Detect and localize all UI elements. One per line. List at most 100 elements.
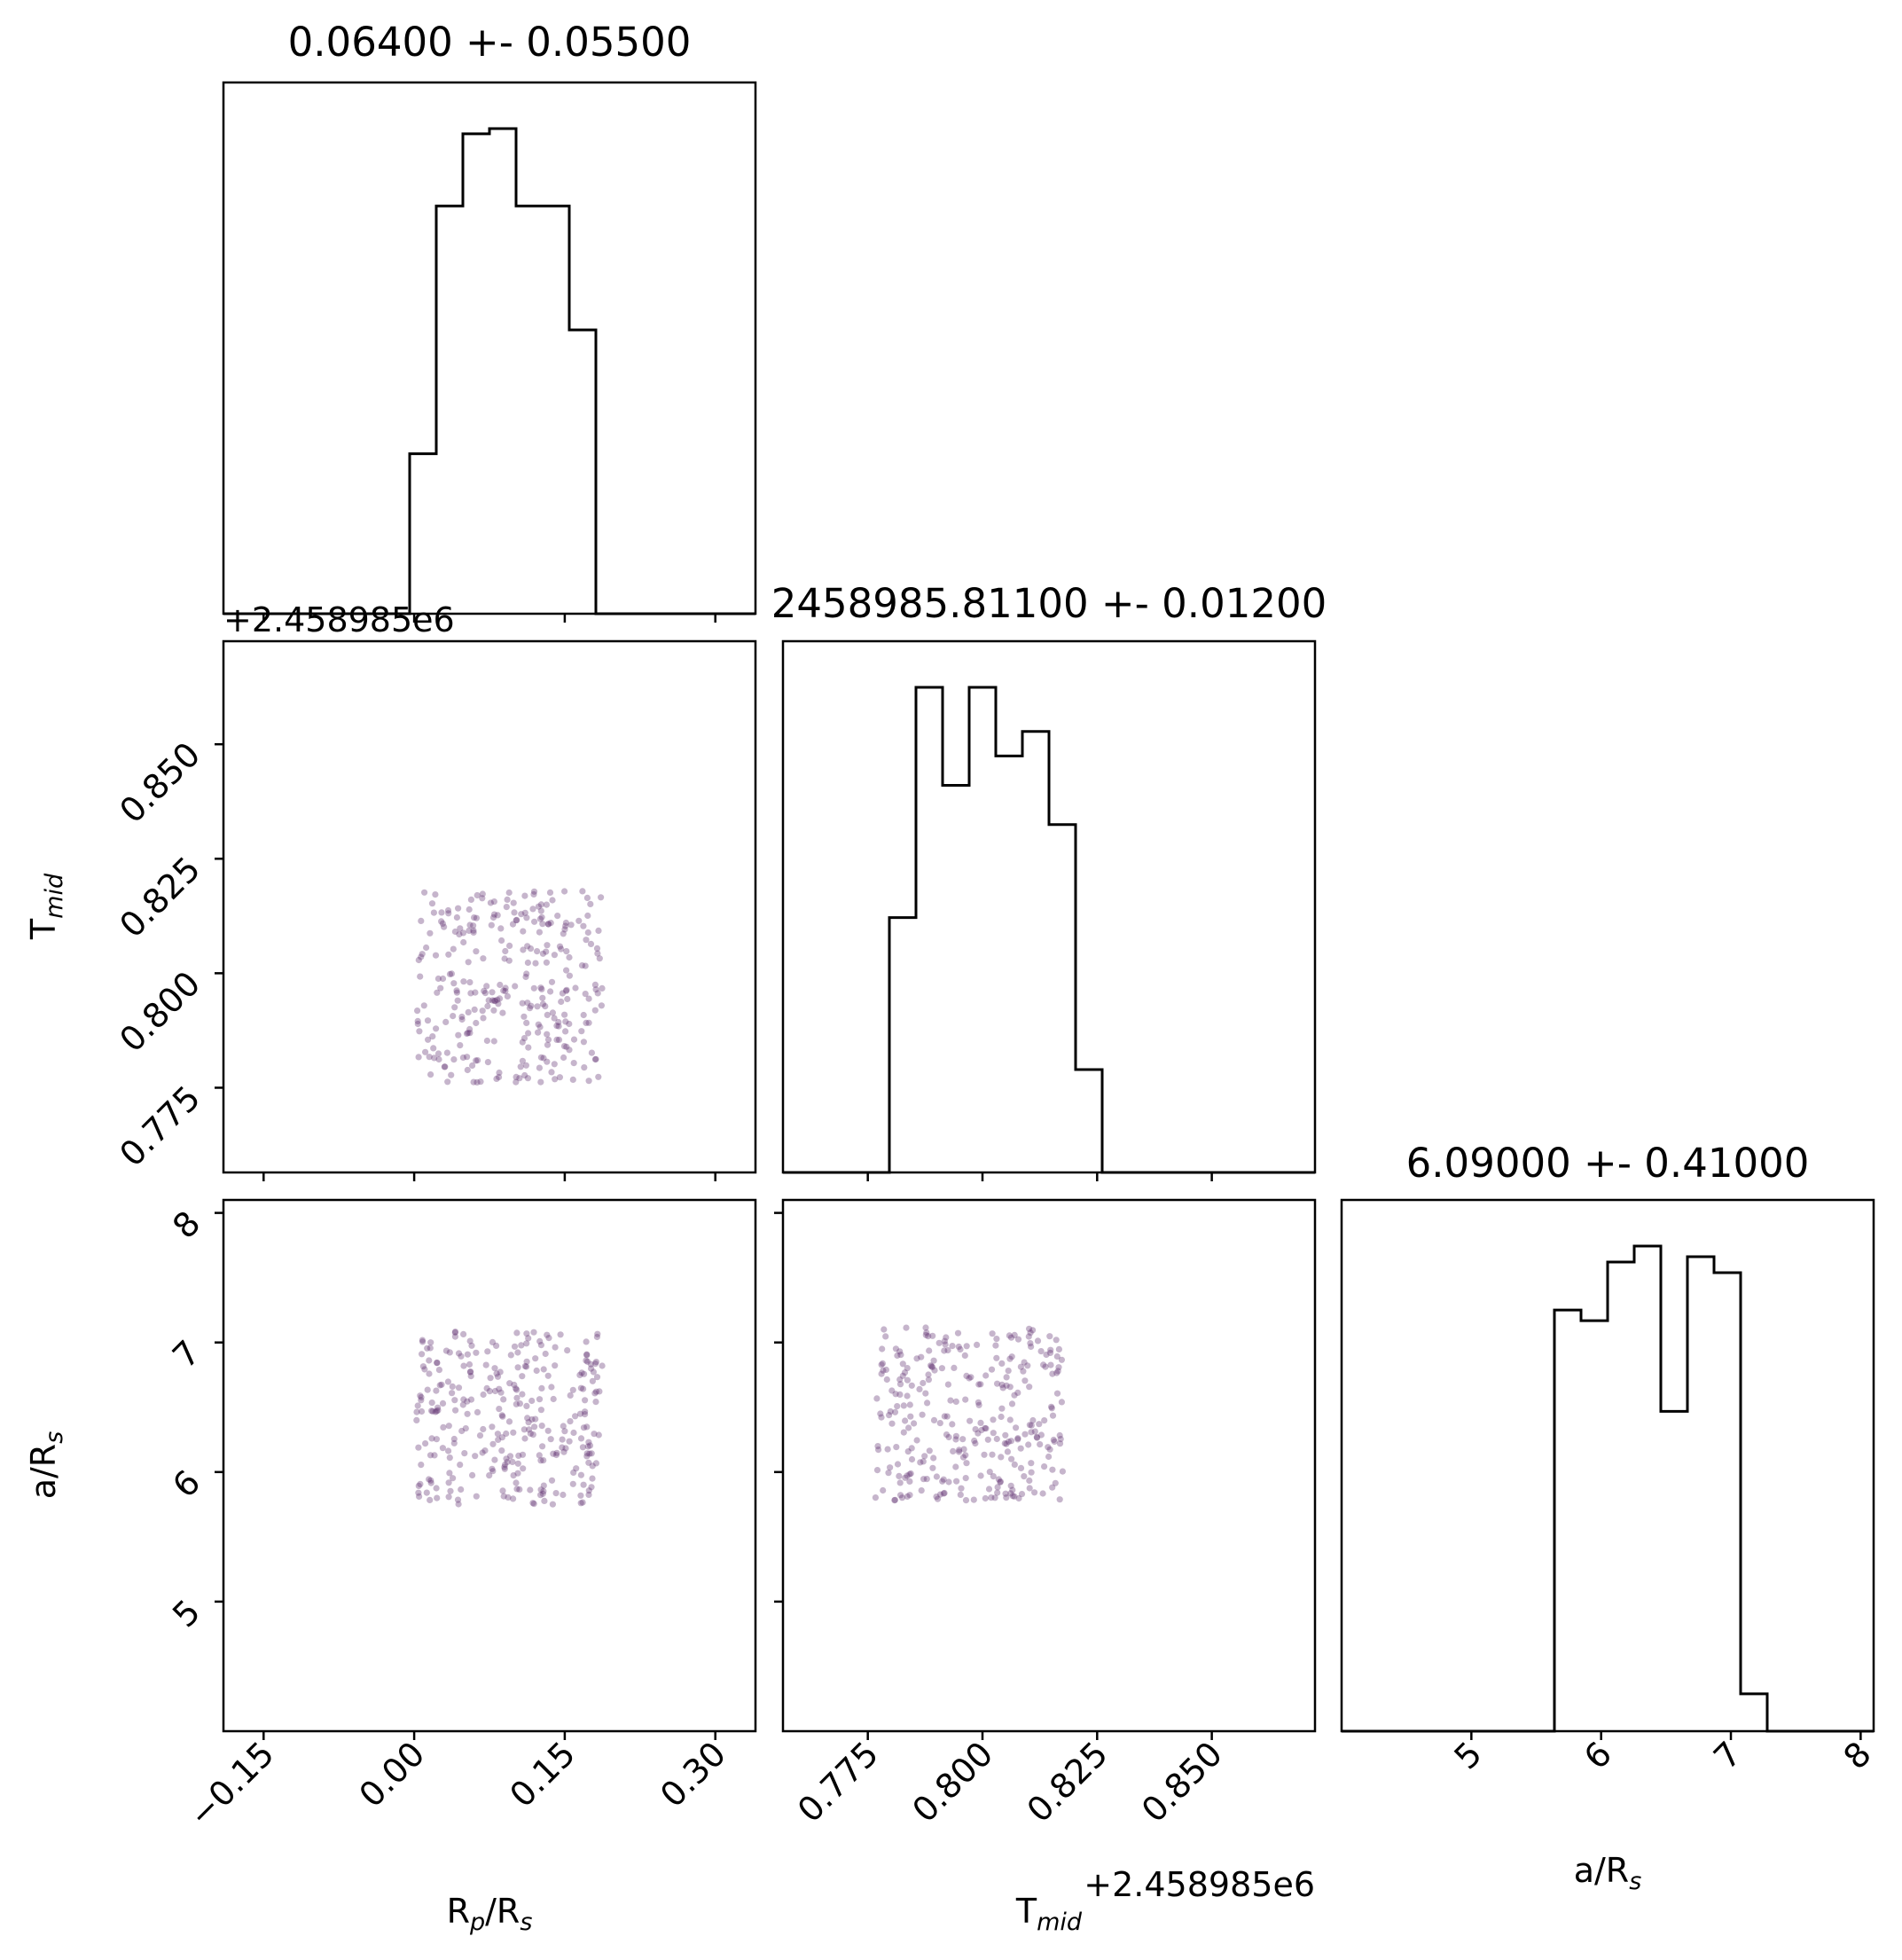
scatter-point xyxy=(453,913,460,921)
scatter-point xyxy=(1050,1436,1057,1444)
scatter-point xyxy=(918,1353,925,1360)
scatter-point xyxy=(527,1430,534,1437)
scatter-point xyxy=(458,1013,466,1021)
scatter-point xyxy=(434,1404,442,1411)
scatter-point xyxy=(1011,1493,1018,1500)
scatter-point xyxy=(431,1452,438,1459)
scatter-point xyxy=(442,1347,450,1354)
scatter-point xyxy=(591,1431,598,1438)
scatter-point xyxy=(896,1479,904,1486)
scatter-point xyxy=(470,927,477,934)
scatter-point xyxy=(481,987,488,994)
scatter-point xyxy=(879,1360,887,1367)
scatter-point xyxy=(461,1450,468,1457)
scatter-point xyxy=(445,1423,452,1430)
scatter-point xyxy=(415,1054,422,1061)
scatter-point xyxy=(595,927,602,934)
scatter-point xyxy=(431,1054,438,1062)
scatter-point xyxy=(536,1064,544,1071)
scatter-point xyxy=(419,1337,426,1344)
scatter-point xyxy=(540,1482,547,1489)
scatter-point xyxy=(1049,1412,1057,1419)
scatter-point xyxy=(1008,1400,1016,1407)
scatter-point xyxy=(457,925,464,932)
scatter-point xyxy=(587,1360,594,1368)
scatter-point xyxy=(489,997,497,1004)
scatter-point xyxy=(415,1444,422,1451)
scatter-point xyxy=(584,929,591,937)
scatter-point xyxy=(491,1387,499,1395)
scatter-point xyxy=(891,1496,899,1503)
scatter-point xyxy=(474,1408,481,1415)
scatter-point xyxy=(466,927,473,934)
scatter-point xyxy=(521,1071,528,1079)
scatter-point xyxy=(537,984,544,992)
scatter-point xyxy=(510,899,517,906)
scatter-point xyxy=(522,1062,530,1069)
scatter-point xyxy=(1021,1377,1029,1384)
scatter-point xyxy=(436,1382,443,1389)
scatter-point xyxy=(420,1002,427,1009)
scatter-point xyxy=(455,1350,463,1357)
scatter-point xyxy=(551,1015,558,1022)
scatter-point xyxy=(878,1370,885,1377)
scatter-point xyxy=(494,996,501,1003)
scatter-point xyxy=(466,979,474,986)
scatter-point xyxy=(520,946,527,953)
scatter-point xyxy=(1008,1455,1015,1462)
scatter-point xyxy=(596,1388,603,1395)
scatter-point xyxy=(1007,1490,1014,1497)
scatter-point xyxy=(426,1357,433,1364)
scatter-point xyxy=(467,1373,474,1380)
scatter-point xyxy=(460,978,467,985)
panel-scatter-tmid-ars xyxy=(781,1198,1317,1733)
scatter-point xyxy=(434,989,441,996)
scatter-point xyxy=(583,1358,591,1365)
scatter-point xyxy=(497,981,504,989)
scatter-point xyxy=(539,950,547,957)
scatter-point xyxy=(580,1481,587,1488)
scatter-point xyxy=(1031,1428,1038,1435)
scatter-point xyxy=(1026,1325,1033,1332)
scatter-point xyxy=(934,1495,942,1502)
scatter-point xyxy=(599,984,606,992)
scatter-point xyxy=(505,1494,512,1501)
scatter-point xyxy=(925,1376,932,1384)
scatter-point xyxy=(950,1447,957,1454)
scatter-point xyxy=(438,1381,445,1388)
scatter-point xyxy=(551,952,559,959)
scatter-point xyxy=(1017,1464,1025,1471)
scatter-point xyxy=(998,1405,1006,1412)
scatter-point xyxy=(516,1075,523,1082)
scatter-point xyxy=(957,1345,964,1353)
scatter-point xyxy=(884,1446,891,1453)
scatter-point xyxy=(439,975,447,983)
scatter-point xyxy=(428,1407,435,1415)
scatter-point xyxy=(523,1402,530,1409)
scatter-point xyxy=(1009,1493,1016,1500)
scatter-point xyxy=(570,1469,577,1476)
scatter-point xyxy=(502,987,509,995)
scatter-point xyxy=(1013,1424,1020,1431)
scatter-point xyxy=(513,1385,520,1392)
scatter-point xyxy=(586,1442,594,1449)
scatter-point xyxy=(544,1427,552,1434)
scatter-point xyxy=(963,1372,970,1379)
scatter-point xyxy=(918,1487,925,1494)
scatter-point xyxy=(1027,1329,1034,1337)
scatter-point xyxy=(589,1475,596,1482)
scatter-point xyxy=(500,1493,507,1500)
scatter-point xyxy=(990,1416,997,1423)
scatter-point xyxy=(907,1470,914,1478)
scatter-point xyxy=(521,1435,528,1442)
scatter-point xyxy=(444,1378,451,1385)
scatter-point xyxy=(559,1444,566,1451)
scatter-point xyxy=(499,1487,506,1494)
scatter-point xyxy=(427,1477,434,1484)
scatter-point xyxy=(445,951,452,958)
xlabel-ars: a/Rs xyxy=(1574,1851,1642,1895)
scatter-point xyxy=(419,1351,426,1358)
scatter-point xyxy=(429,1033,436,1040)
scatter-point xyxy=(928,1362,935,1369)
scatter-point xyxy=(418,953,425,960)
